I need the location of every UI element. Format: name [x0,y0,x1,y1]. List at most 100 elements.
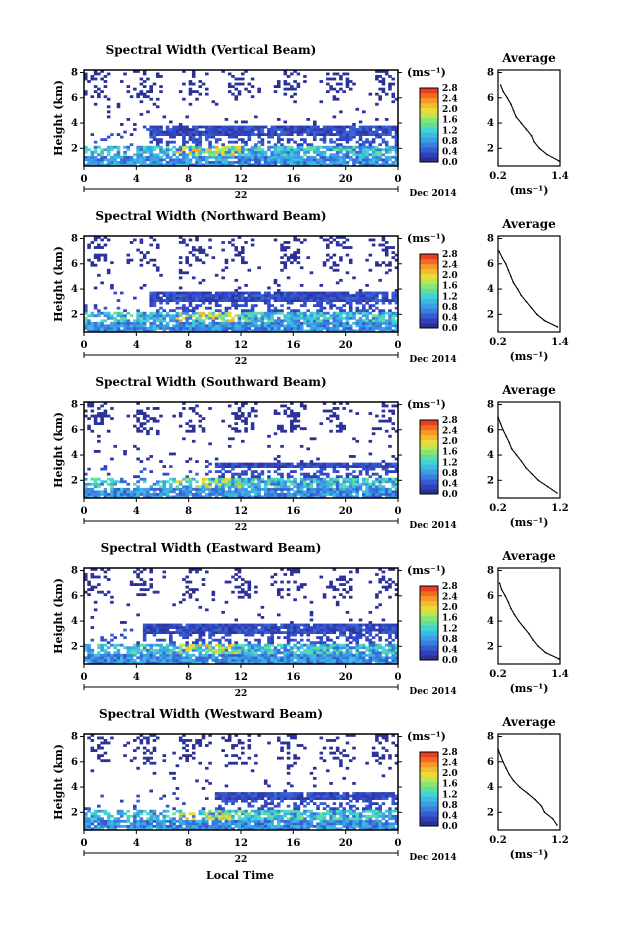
heatmap-cell [332,77,337,81]
heatmap-cell [293,490,297,494]
heatmap-cell [375,150,379,154]
heatmap-cell [178,158,183,162]
heatmap-cell [270,583,275,586]
heatmap-cell [133,661,137,665]
heatmap-cell [218,623,222,627]
heatmap-cell [234,422,239,426]
heatmap-cell [178,125,183,129]
heatmap-cell [326,472,330,476]
heatmap-cell [378,95,382,99]
heatmap-cell [293,570,297,574]
heatmap-cell [286,631,291,634]
heatmap-cell [214,485,219,489]
heatmap-cell [391,462,396,466]
heatmap-cell [270,319,275,323]
heatmap-cell [273,470,278,474]
heatmap-cell [244,480,248,484]
heatmap-cell [188,643,193,647]
heatmap-cell [87,402,91,405]
heatmap-cell [394,97,399,101]
heatmap-cell [267,324,271,328]
heatmap-cell [218,309,222,313]
heatmap-cell [93,140,98,144]
heatmap-cell [316,482,320,486]
y-tick-label: 8 [71,68,78,79]
heatmap-cell [368,467,373,471]
heatmap-cell [375,145,379,149]
heatmap-cell [103,402,108,405]
heatmap-cell [270,135,275,139]
heatmap-cell [201,329,206,333]
heatmap-cell [100,158,104,162]
heatmap-cell [191,407,196,410]
heatmap-cell [365,326,369,330]
heatmap-cell [237,304,242,308]
heatmap-cell [201,150,206,154]
profile-y-tick-label: 6 [487,259,494,270]
heatmap-cell [185,115,189,119]
heatmap-cell [254,304,258,308]
heatmap-cell [290,309,294,313]
heatmap-cell [303,595,307,599]
heatmap-cell [394,311,399,315]
heatmap-cell [309,480,314,484]
heatmap-cell [211,623,216,627]
heatmap-cell [231,467,235,471]
heatmap-cell [191,70,196,73]
heatmap-cell [162,485,167,489]
heatmap-cell [293,130,297,134]
heatmap-cell [290,429,294,433]
heatmap-cell [342,492,346,496]
heatmap-cell [335,324,340,328]
heatmap-cell [211,163,216,167]
heatmap-cell [394,153,399,157]
heatmap-cell [342,427,346,431]
heatmap-cell [329,329,333,333]
heatmap-cell [87,658,91,662]
heatmap-cell [142,417,147,420]
heatmap-cell [211,294,216,297]
heatmap-cell [316,326,320,330]
heatmap-cell [113,321,118,325]
heatmap-cell [136,583,140,586]
heatmap-cell [339,130,343,134]
heatmap-cell [237,487,242,491]
heatmap-cell [93,321,98,325]
heatmap-cell [169,120,173,124]
heatmap-cell [237,417,242,420]
heatmap-cell [119,495,124,499]
heatmap-cell [293,128,297,131]
heatmap-cell [221,472,225,476]
heatmap-cell [329,296,333,300]
heatmap-cell [155,429,160,433]
heatmap-cell [227,444,232,448]
heatmap-cell [276,321,281,325]
heatmap-cell [394,158,399,162]
heatmap-cell [185,631,189,634]
heatmap-cell [90,482,95,486]
heatmap-cell [296,570,301,574]
heatmap-cell [133,475,137,479]
heatmap-cell [97,87,101,91]
heatmap-cell [136,492,140,496]
heatmap-cell [231,472,235,476]
heatmap-cell [254,646,258,650]
heatmap-cell [185,628,189,632]
heatmap-cell [241,646,245,650]
heatmap-cell [205,163,209,167]
heatmap-cell [231,125,235,129]
heatmap-cell [234,160,239,164]
heatmap-cell [335,128,340,131]
heatmap-cell [231,258,235,262]
heatmap-cell [254,143,258,147]
heatmap-cell [159,495,163,499]
heatmap-cell [276,284,281,287]
heatmap-cell [280,485,284,489]
heatmap-cell [188,321,193,325]
heatmap-cell [332,299,337,302]
heatmap-cell [139,155,144,159]
heatmap-cell [172,140,176,144]
heatmap-cell [326,326,330,330]
heatmap-cell [198,623,203,627]
heatmap-cell [224,130,229,134]
